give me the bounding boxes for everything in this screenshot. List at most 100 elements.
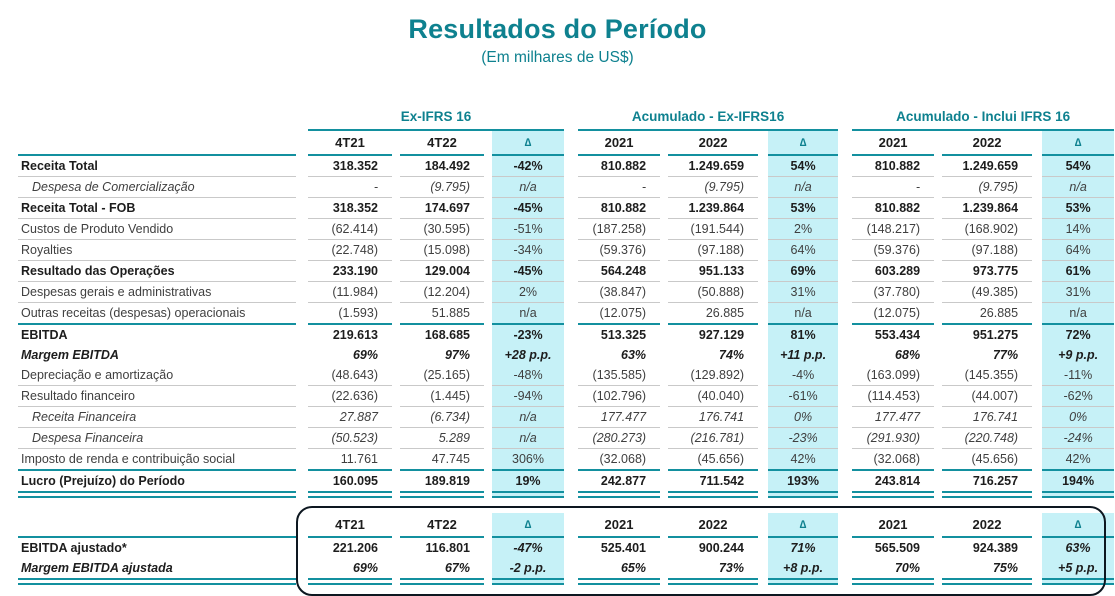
value-cell: 242.877 [578, 470, 661, 493]
double-rule [492, 492, 565, 498]
value-cell: - [578, 176, 661, 198]
row-label: Imposto de renda e contribuição social [18, 448, 296, 471]
delta-cell: 2% [768, 218, 839, 240]
row-label: EBITDA [21, 328, 68, 342]
value-cell: 553.434 [874, 328, 921, 342]
row-label: Receita Total - FOB [18, 197, 296, 219]
value-cell: (129.892) [668, 365, 759, 386]
adjusted-ebitda-zone: 4T21 4T22 ∆ 2021 2022 ∆ 2021 2022 ∆ EBITDA ajusta… [0, 506, 1115, 596]
table-row: Despesas gerais e administrativas (11.984… [18, 281, 1115, 303]
value-cell: (32.068) [852, 448, 935, 471]
column-header: 4T22 [400, 513, 484, 538]
table-row: Royalties (22.748) (15.098) -34% (59.376) (97… [18, 239, 1115, 261]
value-cell: 70% [852, 558, 934, 580]
value-cell: (22.636) [308, 385, 392, 407]
value-cell: (45.656) [668, 448, 759, 471]
row-label: Lucro (Prejuízo) do Período [18, 470, 296, 493]
value-cell: (32.068) [578, 448, 661, 471]
row-label: Receita Financeira [18, 406, 296, 428]
column-header: 4T21 [308, 513, 392, 538]
delta-cell: n/a [768, 302, 839, 325]
table-row: Resultado financeiro (22.636) (1.445) -94% (… [18, 385, 1115, 407]
value-cell: (291.930) [852, 427, 935, 449]
value-cell: (59.376) [852, 239, 935, 261]
value-cell: 318.352 [308, 197, 392, 219]
table-row: EBITDA 219.613 168.685 -23% 513.325 927.129 81… [18, 324, 1115, 345]
column-header: 2022 [942, 130, 1033, 156]
value-cell: 1.249.659 [668, 155, 759, 177]
value-cell: 73% [668, 558, 758, 580]
value-cell: 951.133 [668, 260, 759, 282]
value-cell: 51.885 [400, 302, 484, 325]
delta-cell: -45% [492, 260, 565, 282]
delta-cell: 194% [1042, 470, 1115, 493]
value-cell: 176.741 [668, 406, 759, 428]
row-label: Margem EBITDA [21, 348, 119, 362]
value-cell: (9.795) [942, 176, 1033, 198]
table-row: Receita Total 318.352 184.492 -42% 810.882 1.… [18, 155, 1115, 177]
delta-cell: 0% [768, 406, 839, 428]
value-cell: 168.685 [424, 328, 470, 342]
delta-cell: 64% [768, 239, 839, 261]
double-rule [492, 579, 564, 585]
value-cell: (6.734) [400, 406, 484, 428]
double-rule [942, 579, 1032, 585]
value-cell: 565.509 [874, 541, 920, 555]
delta-cell: +11 p.p. [768, 345, 839, 365]
value-cell: (97.188) [942, 239, 1033, 261]
row-label: Despesa de Comercialização [18, 176, 296, 198]
value-cell: - [852, 176, 935, 198]
value-cell: 1.249.659 [942, 155, 1033, 177]
column-header: 4T22 [400, 130, 484, 156]
row-label: Despesa Financeira [18, 427, 296, 449]
column-header-row: 4T21 4T22 ∆ 2021 2022 ∆ 2021 2022 ∆ [18, 513, 1114, 538]
double-rule [768, 492, 839, 498]
delta-cell: -47% [492, 537, 564, 558]
row-label: Royalties [18, 239, 296, 261]
value-cell: 810.882 [852, 155, 935, 177]
table-row: Receita Total - FOB 318.352 174.697 -45% 810… [18, 197, 1115, 219]
value-cell: 810.882 [578, 197, 661, 219]
double-rule [852, 579, 934, 585]
delta-cell: -24% [1042, 427, 1115, 449]
column-header: 2022 [668, 513, 758, 538]
delta-cell: 64% [1042, 239, 1115, 261]
double-rule [1042, 492, 1115, 498]
delta-cell: +8 p.p. [768, 558, 838, 580]
delta-cell: +28 p.p. [492, 345, 565, 365]
value-cell: (280.273) [578, 427, 661, 449]
group-header: Ex-IFRS 16 [308, 98, 565, 131]
delta-column-header: ∆ [492, 513, 564, 538]
value-cell: 513.325 [600, 328, 647, 342]
value-cell: (1.593) [308, 302, 392, 325]
delta-cell: n/a [492, 406, 565, 428]
delta-cell: 61% [1042, 260, 1115, 282]
value-cell: 973.775 [942, 260, 1033, 282]
value-cell: (44.007) [942, 385, 1033, 407]
delta-cell: -34% [492, 239, 565, 261]
delta-cell: -4% [768, 365, 839, 386]
delta-cell: +5 p.p. [1042, 558, 1114, 580]
value-cell: (97.188) [668, 239, 759, 261]
row-label: Resultado financeiro [18, 385, 296, 407]
table-row: Depreciação e amortização (48.643) (25.165… [18, 365, 1115, 386]
delta-column-header: ∆ [768, 513, 838, 538]
delta-cell: -62% [1042, 385, 1115, 407]
value-cell: (62.414) [308, 218, 392, 240]
value-cell: 26.885 [668, 302, 759, 325]
double-rule [400, 492, 484, 498]
delta-cell: 53% [1042, 197, 1115, 219]
results-table: Ex-IFRS 16 Acumulado - Ex-IFRS16 Acumulado… [18, 98, 1115, 498]
value-cell: (50.888) [668, 281, 759, 303]
delta-cell: n/a [768, 176, 839, 198]
double-rule [578, 492, 661, 498]
value-cell: 525.401 [600, 541, 646, 555]
value-cell: 177.477 [578, 406, 661, 428]
page-subtitle: (Em milhares de US$) [481, 49, 634, 66]
delta-cell: 71% [768, 537, 838, 558]
column-header: 2022 [668, 130, 759, 156]
delta-cell: n/a [492, 176, 565, 198]
value-cell: (135.585) [578, 365, 661, 386]
delta-cell: 54% [1042, 155, 1115, 177]
delta-cell: -61% [768, 385, 839, 407]
